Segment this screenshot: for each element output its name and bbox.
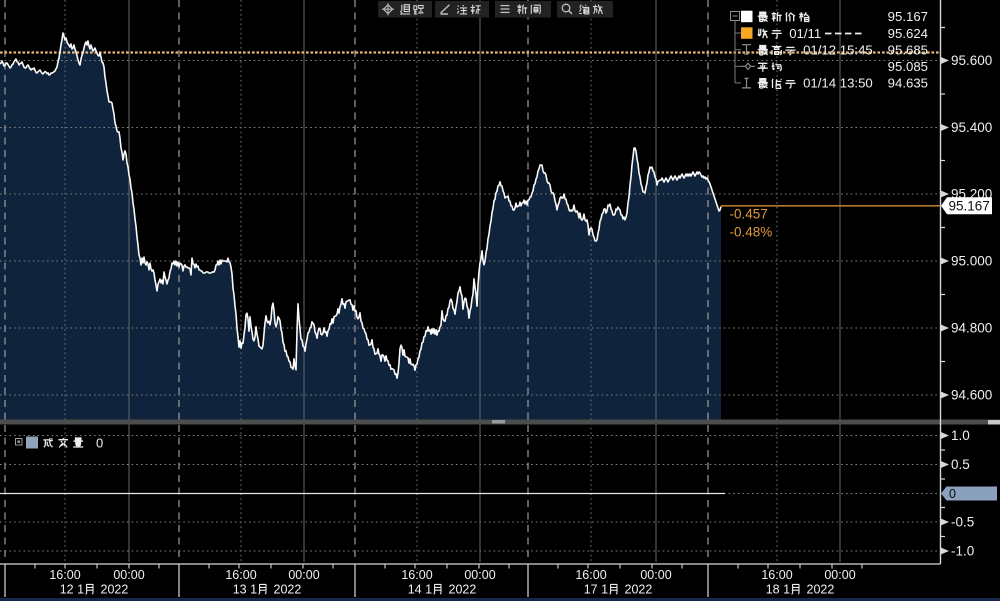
svg-text:00:00: 00:00 bbox=[824, 568, 855, 582]
svg-text:13: 13 bbox=[233, 583, 247, 597]
svg-text:01/14 13:50: 01/14 13:50 bbox=[803, 76, 873, 91]
svg-text:1: 1 bbox=[601, 583, 608, 597]
svg-text:95.600: 95.600 bbox=[951, 53, 992, 68]
svg-text:2022: 2022 bbox=[807, 583, 835, 597]
svg-text:94.800: 94.800 bbox=[951, 321, 992, 336]
svg-text:01/11: 01/11 bbox=[789, 26, 821, 41]
svg-text:16:00: 16:00 bbox=[401, 568, 432, 582]
svg-text:0: 0 bbox=[949, 487, 956, 501]
svg-text:95.167: 95.167 bbox=[888, 9, 928, 24]
svg-text:1.0: 1.0 bbox=[951, 428, 970, 443]
svg-text:-0.457: -0.457 bbox=[730, 207, 768, 222]
svg-text:00:00: 00:00 bbox=[464, 568, 495, 582]
svg-text:18: 18 bbox=[766, 583, 780, 597]
svg-text:95.167: 95.167 bbox=[949, 199, 990, 214]
svg-text:12: 12 bbox=[60, 583, 74, 597]
svg-text:1: 1 bbox=[77, 583, 84, 597]
svg-text:16:00: 16:00 bbox=[49, 568, 80, 582]
svg-text:01/12 15:45: 01/12 15:45 bbox=[803, 43, 873, 58]
svg-text:95.085: 95.085 bbox=[888, 59, 928, 74]
svg-text:16:00: 16:00 bbox=[761, 568, 792, 582]
svg-text:2022: 2022 bbox=[449, 583, 477, 597]
svg-text:0.5: 0.5 bbox=[951, 457, 970, 472]
svg-text:95.000: 95.000 bbox=[951, 254, 992, 269]
svg-text:17: 17 bbox=[584, 583, 598, 597]
svg-text:94.600: 94.600 bbox=[951, 388, 992, 403]
svg-text:00:00: 00:00 bbox=[640, 568, 671, 582]
svg-text:95.624: 95.624 bbox=[888, 26, 928, 41]
svg-text:0: 0 bbox=[96, 436, 103, 451]
svg-text:94.635: 94.635 bbox=[888, 76, 928, 91]
svg-text:16:00: 16:00 bbox=[225, 568, 256, 582]
svg-text:1: 1 bbox=[783, 583, 790, 597]
svg-text:-1.0: -1.0 bbox=[951, 544, 974, 559]
svg-text:-0.5: -0.5 bbox=[951, 515, 974, 530]
svg-text:00:00: 00:00 bbox=[113, 568, 144, 582]
svg-text:16:00: 16:00 bbox=[575, 568, 606, 582]
svg-text:1: 1 bbox=[250, 583, 257, 597]
svg-text:2022: 2022 bbox=[274, 583, 302, 597]
svg-text:95.685: 95.685 bbox=[888, 43, 928, 58]
svg-text:-0.48%: -0.48% bbox=[730, 225, 773, 240]
svg-text:2022: 2022 bbox=[625, 583, 653, 597]
svg-text:2022: 2022 bbox=[101, 583, 129, 597]
svg-text:95.400: 95.400 bbox=[951, 120, 992, 135]
svg-text:14: 14 bbox=[408, 583, 422, 597]
svg-text:1: 1 bbox=[425, 583, 432, 597]
svg-text:00:00: 00:00 bbox=[288, 568, 319, 582]
